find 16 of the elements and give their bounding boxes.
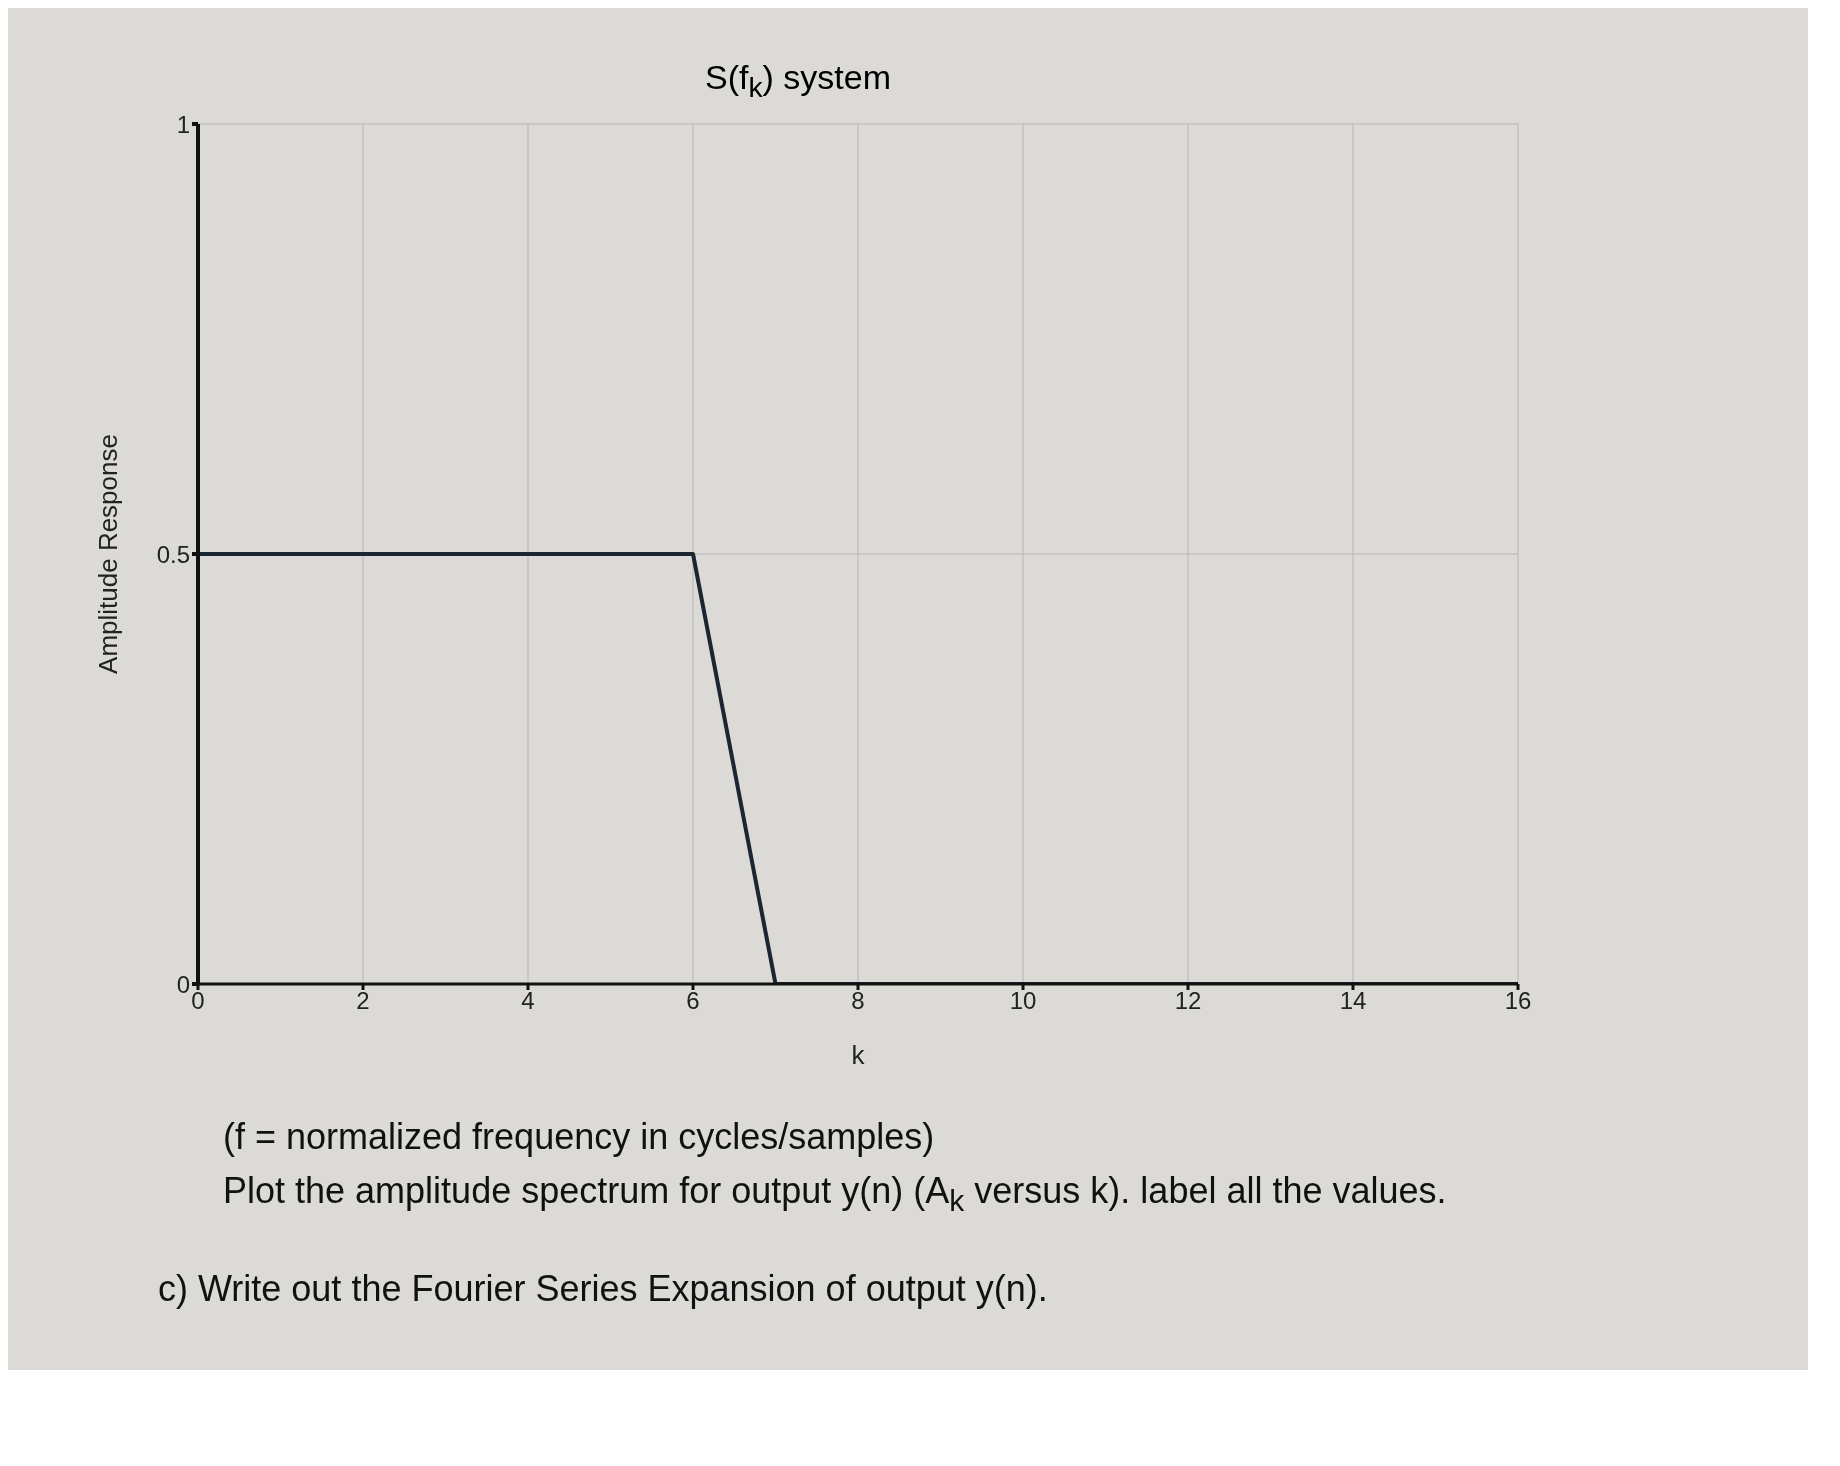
y-tick-label: 1 — [176, 110, 190, 138]
x-tick-label: 2 — [356, 986, 370, 1014]
text: Plot the amplitude spectrum for output y(n) (A$_{k}$ versus k). label all the values. — [223, 1169, 1448, 1218]
x-tick-label: 4 — [521, 986, 535, 1014]
x-tick-label: 16 — [1504, 986, 1532, 1014]
chart-title: S(f$_{k}$) system — [703, 57, 893, 104]
x-tick-label: 10 — [1009, 986, 1037, 1014]
x-tick-label: 12 — [1174, 986, 1202, 1014]
y-tick-label: 0.5 — [156, 540, 190, 568]
x-tick-label: 6 — [686, 986, 700, 1014]
x-tick-label: 8 — [851, 986, 865, 1014]
text: (f = normalized frequency in cycles/samples) — [223, 1115, 936, 1158]
x-axis-title: k — [851, 1039, 866, 1070]
x-tick-label: 14 — [1339, 986, 1367, 1014]
y-axis-title: Amplitude Response — [93, 433, 124, 674]
text: c) Write out the Fourier Series Expansion of output y(n). — [158, 1267, 1049, 1310]
